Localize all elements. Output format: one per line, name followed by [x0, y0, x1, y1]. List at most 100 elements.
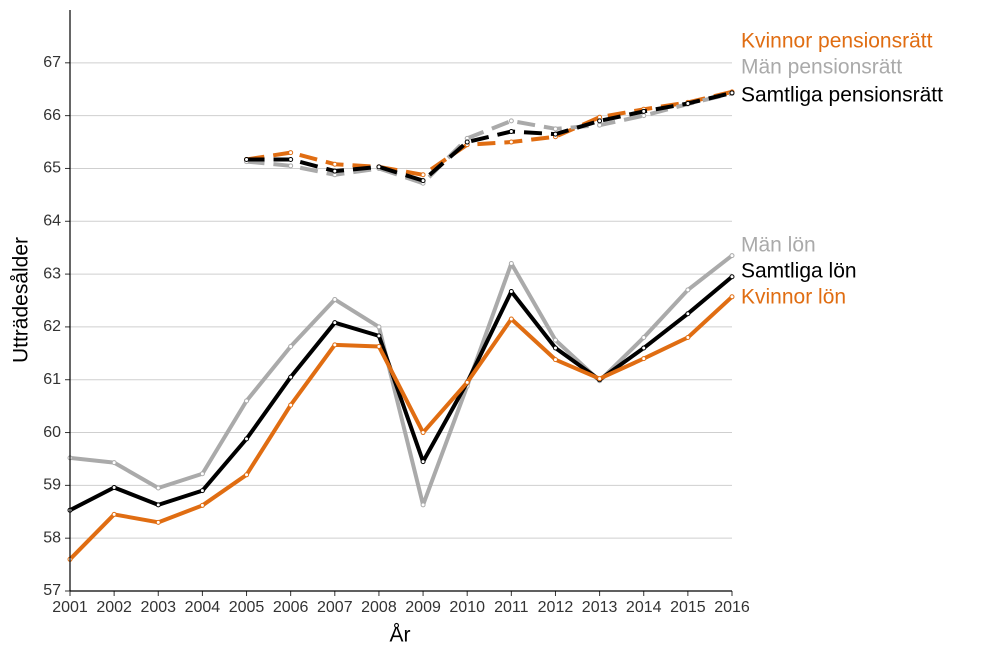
- y-tick-label: 67: [43, 54, 61, 71]
- point: [199, 471, 205, 477]
- point: [332, 168, 338, 174]
- point: [332, 320, 338, 326]
- point: [420, 430, 426, 436]
- point: [552, 126, 558, 132]
- point: [376, 333, 382, 339]
- point: [376, 164, 382, 170]
- point: [508, 139, 514, 145]
- point: [597, 118, 603, 124]
- point: [420, 178, 426, 184]
- point: [155, 485, 161, 491]
- y-tick-label: 66: [43, 107, 61, 124]
- point: [111, 484, 117, 490]
- x-tick-label: 2011: [494, 599, 529, 616]
- legend-label: Män lön: [741, 234, 816, 257]
- legend-label: Män pensionsrätt: [741, 56, 902, 79]
- point: [464, 139, 470, 145]
- point: [685, 311, 691, 317]
- series-line: [69, 275, 734, 512]
- point: [641, 345, 647, 351]
- x-tick-label: 2005: [229, 599, 265, 616]
- point: [641, 113, 647, 119]
- point: [508, 128, 514, 134]
- legend-label: Kvinnor pensionsrätt: [741, 30, 933, 53]
- point: [244, 156, 250, 162]
- point: [288, 343, 294, 349]
- x-tick-label: 2009: [405, 599, 441, 616]
- series-line: [246, 91, 733, 186]
- point: [288, 163, 294, 169]
- point: [420, 172, 426, 178]
- x-tick-label: 2014: [626, 599, 662, 616]
- lines: [67, 89, 735, 562]
- y-tick-label: 64: [43, 212, 61, 229]
- point: [729, 90, 735, 96]
- point: [641, 334, 647, 340]
- y-tick-label: 61: [43, 371, 61, 388]
- point: [508, 261, 514, 267]
- point: [729, 253, 735, 259]
- point: [244, 398, 250, 404]
- point: [641, 108, 647, 114]
- point: [508, 118, 514, 124]
- x-tick-label: 2007: [317, 599, 353, 616]
- point: [420, 502, 426, 508]
- point: [288, 156, 294, 162]
- y-tick-label: 58: [43, 529, 61, 546]
- x-tick-label: 2013: [582, 599, 618, 616]
- point: [552, 345, 558, 351]
- grid: [65, 62, 733, 596]
- x-tick-label: 2010: [449, 599, 485, 616]
- point: [552, 357, 558, 363]
- y-tick-label: 59: [43, 477, 61, 494]
- x-tick-label: 2002: [96, 599, 132, 616]
- x-tick-label: 2016: [714, 599, 750, 616]
- point: [332, 296, 338, 302]
- point: [597, 122, 603, 128]
- point: [641, 356, 647, 362]
- y-tick-label: 60: [43, 424, 61, 441]
- point: [199, 488, 205, 494]
- legend-label: Kvinnor lön: [741, 286, 846, 309]
- x-tick-label: 2006: [273, 599, 309, 616]
- point: [729, 294, 735, 300]
- point: [288, 402, 294, 408]
- point: [464, 379, 470, 385]
- x-tick-label: 2015: [670, 599, 706, 616]
- y-tick-label: 65: [43, 160, 61, 177]
- point: [199, 502, 205, 508]
- point: [376, 324, 382, 330]
- point: [111, 460, 117, 466]
- point: [685, 100, 691, 106]
- x-tick-label: 2003: [140, 599, 176, 616]
- series-line: [69, 254, 734, 507]
- y-axis-title: Utträdesålder: [10, 237, 33, 363]
- series-line: [68, 295, 734, 561]
- point: [552, 131, 558, 137]
- point: [420, 459, 426, 465]
- point: [508, 316, 514, 322]
- point: [155, 519, 161, 525]
- point: [685, 334, 691, 340]
- y-tick-label: 57: [43, 582, 61, 599]
- legend-label: Samtliga lön: [741, 260, 857, 283]
- x-tick-label: 2012: [538, 599, 574, 616]
- point: [332, 161, 338, 167]
- legend-label: Samtliga pensionsrätt: [741, 84, 943, 107]
- series-line: [246, 89, 733, 177]
- point: [376, 343, 382, 349]
- series-line: [246, 90, 733, 183]
- point: [552, 337, 558, 343]
- point: [685, 287, 691, 293]
- point: [332, 342, 338, 348]
- point: [111, 511, 117, 517]
- x-tick-label: 2001: [52, 599, 88, 616]
- point: [729, 274, 735, 280]
- y-tick-label: 63: [43, 265, 61, 282]
- point: [288, 374, 294, 380]
- point: [244, 472, 250, 478]
- y-tick-label: 62: [43, 318, 61, 335]
- point: [288, 150, 294, 156]
- x-axis-title: År: [390, 624, 411, 647]
